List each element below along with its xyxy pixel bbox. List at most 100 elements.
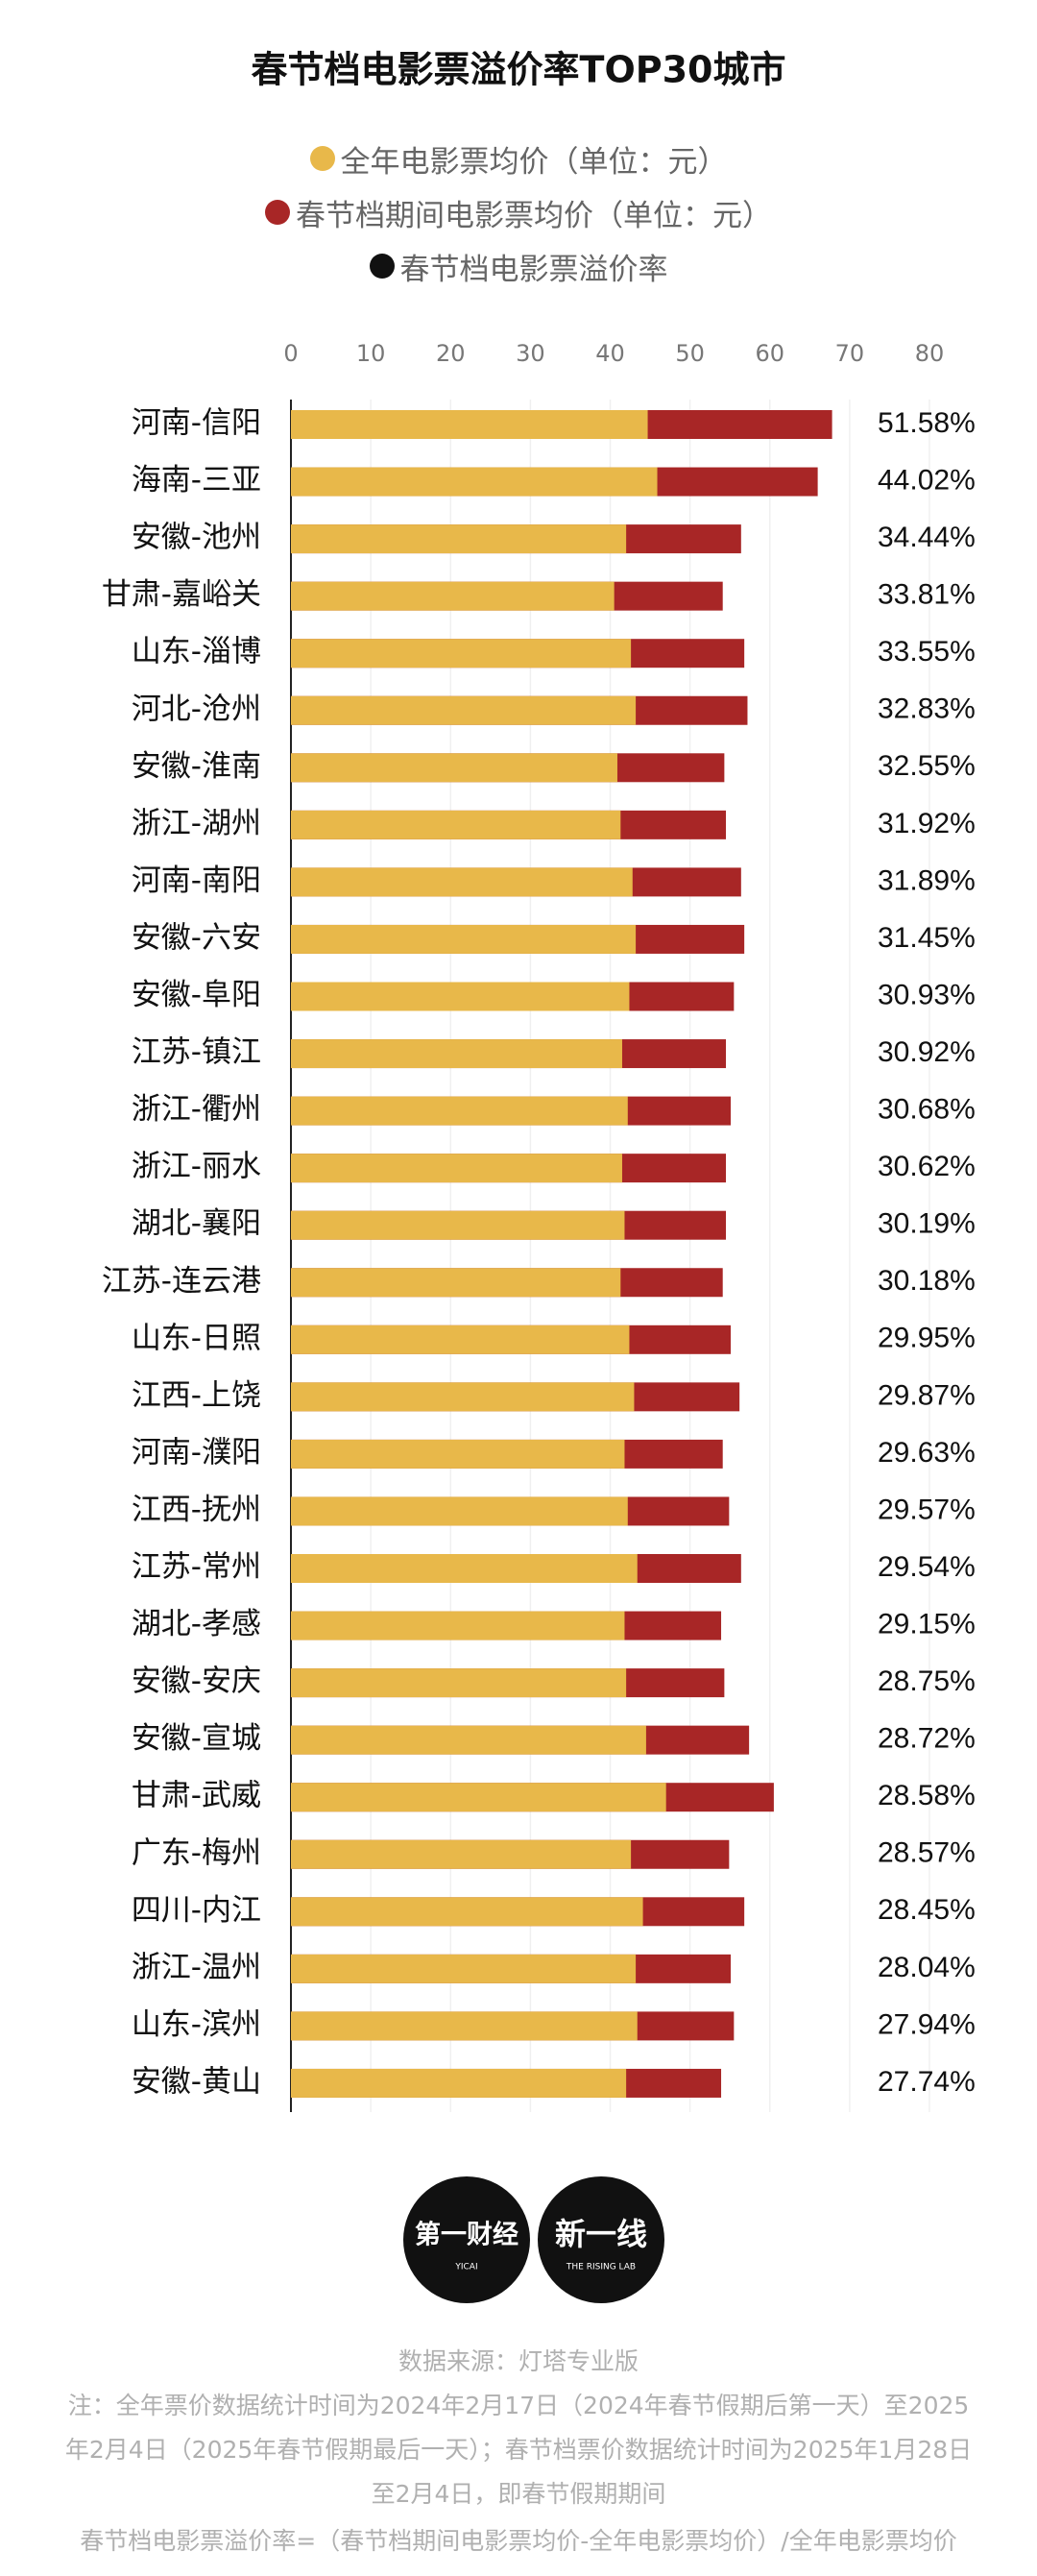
y-tick-label: 安徽-宣城	[132, 1721, 261, 1756]
y-tick-label: 海南-三亚	[132, 463, 261, 498]
rate-label: 29.15%	[878, 1608, 976, 1640]
x-tick-label: 80	[915, 340, 945, 367]
y-tick-label: 河南-南阳	[132, 863, 261, 898]
legend-item: 春节档电影票溢价率	[0, 242, 1037, 290]
y-tick-label: 江西-抚州	[132, 1493, 261, 1527]
bar	[291, 1268, 621, 1298]
rate-label: 29.57%	[878, 1494, 976, 1525]
bar	[291, 924, 637, 954]
logo-sub: YICAI	[454, 2263, 477, 2272]
y-tick-label: 安徽-池州	[132, 521, 261, 555]
rate-label: 32.55%	[878, 750, 976, 782]
y-tick-label: 浙江-丽水	[132, 1150, 261, 1184]
bar	[291, 1382, 635, 1412]
legend-dot	[369, 254, 395, 279]
bar	[291, 1210, 625, 1240]
rate-label: 31.45%	[878, 922, 976, 954]
x-tick-label: 70	[835, 340, 865, 367]
y-tick-label: 广东-梅州	[132, 1835, 261, 1870]
rate-label: 28.45%	[878, 1894, 976, 1926]
bar	[291, 639, 632, 668]
rate-label: 29.95%	[878, 1323, 976, 1354]
y-tick-label: 江苏-连云港	[102, 1264, 261, 1299]
x-tick-label: 30	[516, 340, 545, 367]
y-tick-label: 山东-滨州	[132, 2007, 261, 2042]
x-tick-label: 40	[595, 340, 625, 367]
y-tick-label: 甘肃-嘉峪关	[102, 577, 261, 612]
legend-item: 春节档期间电影票均价（单位：元）	[0, 188, 1037, 236]
bar	[291, 867, 633, 897]
x-tick-label: 0	[283, 340, 298, 367]
rate-label: 30.19%	[878, 1208, 976, 1240]
y-tick-label: 甘肃-武威	[132, 1779, 261, 1813]
rate-label: 32.83%	[878, 693, 976, 725]
rate-label: 30.62%	[878, 1151, 976, 1182]
bar	[291, 2068, 627, 2098]
note: 注：全年票价数据统计时间为2024年2月17日（2024年春节假期后第一天）至2…	[64, 2392, 973, 2508]
y-tick-label: 河南-濮阳	[132, 1435, 261, 1470]
bar	[291, 1439, 625, 1469]
y-tick-label: 湖北-襄阳	[132, 1206, 261, 1241]
bar	[291, 810, 621, 839]
bar	[291, 467, 658, 497]
y-tick-label: 安徽-黄山	[132, 2064, 261, 2099]
y-tick-label: 江苏-常州	[132, 1550, 261, 1585]
x-tick-label: 50	[675, 340, 705, 367]
rate-label: 28.75%	[878, 1665, 976, 1697]
bar	[291, 982, 630, 1011]
rate-label: 31.92%	[878, 808, 976, 839]
rate-label: 28.57%	[878, 1837, 976, 1869]
rate-label: 28.72%	[878, 1723, 976, 1755]
bar	[291, 1611, 625, 1640]
formula: 春节档电影票溢价率=（春节档期间电影票均价-全年电影票均价）/全年电影票均价	[80, 2527, 957, 2555]
bar	[291, 753, 617, 783]
y-tick-label: 安徽-阜阳	[132, 978, 261, 1012]
bar	[291, 1554, 638, 1583]
bar	[291, 1668, 627, 1698]
logo-name: 第一财经	[415, 2220, 518, 2250]
bar	[291, 524, 627, 554]
y-tick-label: 山东-日照	[132, 1321, 261, 1355]
rate-label: 34.44%	[878, 522, 976, 553]
bar	[291, 581, 615, 611]
logo-name: 新一线	[555, 2216, 647, 2252]
rate-label: 27.74%	[878, 2066, 976, 2098]
rate-label: 33.55%	[878, 636, 976, 668]
bar	[291, 1096, 628, 1126]
x-tick-label: 60	[755, 340, 784, 367]
legend-dot	[309, 146, 335, 171]
bar	[291, 1496, 628, 1526]
bar	[291, 1783, 666, 1812]
logo-sub: THE RISING LAB	[566, 2263, 636, 2272]
x-tick-label: 10	[356, 340, 386, 367]
bar	[291, 1725, 646, 1755]
y-tick-label: 安徽-六安	[132, 920, 261, 955]
y-tick-label: 四川-内江	[132, 1893, 261, 1928]
rate-label: 29.54%	[878, 1551, 976, 1583]
y-tick-label: 安徽-安庆	[132, 1665, 261, 1699]
y-tick-label: 江苏-镇江	[132, 1035, 261, 1070]
x-tick-label: 20	[436, 340, 466, 367]
legend-label: 春节档电影票溢价率	[399, 252, 668, 287]
rate-label: 30.93%	[878, 979, 976, 1010]
bar	[291, 1897, 643, 1927]
y-tick-label: 山东-淄博	[132, 635, 261, 669]
y-tick-label: 湖北-孝感	[132, 1607, 261, 1641]
rate-label: 29.63%	[878, 1437, 976, 1469]
y-tick-label: 浙江-温州	[132, 1950, 261, 1984]
y-tick-label: 河北-沧州	[132, 692, 261, 726]
bar	[291, 1324, 630, 1354]
legend-label: 全年电影票均价（单位：元）	[340, 144, 728, 180]
rate-label: 27.94%	[878, 2008, 976, 2040]
legend-item: 全年电影票均价（单位：元）	[0, 134, 1037, 182]
rate-label: 30.18%	[878, 1265, 976, 1297]
bar	[291, 1839, 632, 1869]
chart-title: 春节档电影票溢价率TOP30城市	[252, 49, 786, 91]
rate-label: 28.58%	[878, 1780, 976, 1811]
bar	[291, 1039, 622, 1069]
bar	[291, 695, 637, 725]
rate-label: 29.87%	[878, 1379, 976, 1411]
bar	[291, 410, 648, 439]
